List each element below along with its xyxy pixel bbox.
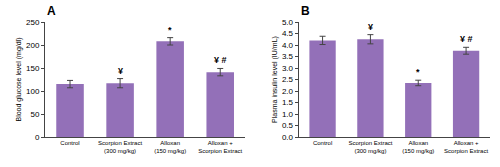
- svg-text:50: 50: [30, 110, 39, 119]
- svg-text:Alloxan(150 mg/kg): Alloxan(150 mg/kg): [154, 140, 186, 154]
- svg-text:250: 250: [26, 18, 40, 27]
- svg-text:¥: ¥: [368, 22, 373, 32]
- svg-text:2.0: 2.0: [282, 87, 294, 96]
- svg-text:200: 200: [26, 41, 40, 50]
- svg-text:4.0: 4.0: [282, 41, 294, 50]
- svg-text:Alloxan(150 mg/kg): Alloxan(150 mg/kg): [402, 140, 434, 154]
- svg-text:Plasma insulin level (IU/mL): Plasma insulin level (IU/mL): [271, 36, 279, 123]
- svg-text:¥: ¥: [118, 66, 123, 76]
- svg-text:B: B: [301, 4, 310, 18]
- svg-text:1.0: 1.0: [282, 110, 294, 119]
- svg-text:0.0: 0.0: [282, 133, 294, 142]
- svg-text:0.5: 0.5: [282, 121, 294, 130]
- svg-text:100: 100: [26, 87, 40, 96]
- svg-text:A: A: [47, 4, 56, 18]
- svg-text:*: *: [168, 25, 172, 35]
- svg-text:4.5: 4.5: [282, 29, 294, 38]
- svg-text:Scorpion Extract(300 mg/kg): Scorpion Extract(300 mg/kg): [98, 140, 142, 154]
- svg-text:*: *: [416, 67, 420, 77]
- svg-text:Alloxan +Scorpion Extract: Alloxan +Scorpion Extract: [198, 140, 242, 154]
- svg-text:3.5: 3.5: [282, 52, 294, 61]
- svg-text:Alloxan +Scorpion Extract: Alloxan +Scorpion Extract: [444, 140, 488, 154]
- svg-text:¥ #: ¥ #: [460, 34, 473, 44]
- svg-text:1.5: 1.5: [282, 98, 294, 107]
- svg-text:Control: Control: [313, 140, 332, 146]
- svg-text:Control: Control: [60, 140, 79, 146]
- svg-text:0: 0: [35, 133, 40, 142]
- svg-text:¥ #: ¥ #: [214, 55, 227, 65]
- svg-text:3.0: 3.0: [282, 64, 294, 73]
- svg-text:2.5: 2.5: [282, 75, 294, 84]
- svg-text:Scorpion Extract(300 mg/kg): Scorpion Extract(300 mg/kg): [348, 140, 392, 154]
- svg-text:5.0: 5.0: [282, 18, 294, 27]
- svg-text:150: 150: [26, 64, 40, 73]
- svg-text:Blood glucose level (mg/dl): Blood glucose level (mg/dl): [15, 37, 23, 121]
